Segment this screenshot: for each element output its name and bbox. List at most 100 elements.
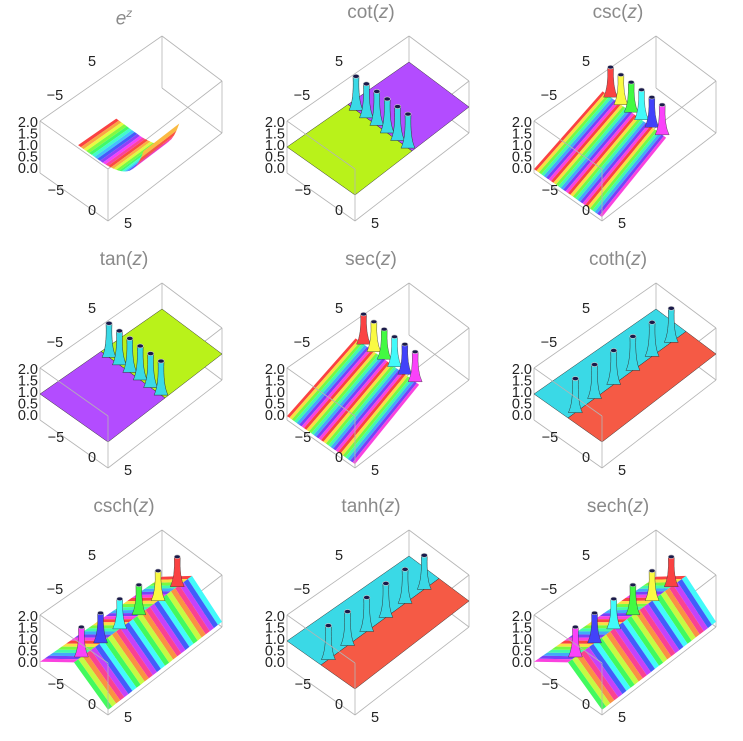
box-edge — [39, 35, 163, 122]
x-tick-label: −5 — [542, 183, 559, 199]
plot-panel: sech(z) 2.0 1.5 1.0 0.5 0.0 −5 0 5 −5 5 — [494, 494, 742, 741]
box-edge — [354, 626, 470, 716]
z-tick-label: 1.5 — [265, 127, 285, 143]
pole-cap — [324, 623, 332, 628]
box-edge — [655, 35, 717, 82]
plot-title: csc(z) — [494, 0, 742, 26]
pole-spike — [397, 344, 413, 375]
box-edge — [286, 120, 356, 170]
box-edge — [408, 282, 470, 329]
z-tick-label: 0.5 — [265, 644, 285, 660]
title-variable: z — [627, 2, 638, 23]
pole-spike — [663, 556, 679, 587]
y-tick-label: 5 — [335, 301, 343, 317]
box-edge — [533, 282, 657, 369]
title-prefix: tan( — [99, 249, 133, 270]
surface-strip — [113, 141, 153, 170]
surface-strip — [323, 363, 392, 444]
surface-strip — [582, 124, 651, 206]
y-tick-label: −5 — [541, 88, 558, 104]
surface-strip — [162, 594, 198, 644]
surface-strip — [107, 634, 145, 685]
box-edge — [408, 529, 470, 576]
x-tick-label: 0 — [88, 697, 96, 713]
surface-strip — [291, 341, 363, 422]
box-edge — [286, 172, 356, 222]
title-prefix: tanh( — [341, 496, 385, 517]
surface-strip — [175, 585, 210, 635]
x-tick-label: −5 — [48, 677, 65, 693]
surface-strip — [330, 368, 399, 449]
pole-spike — [169, 556, 185, 587]
y-tick-label: 5 — [582, 548, 590, 564]
box-edge — [533, 419, 603, 469]
plot-panel: coth(z) 2.0 1.5 1.0 0.5 0.0 −5 0 5 −5 5 — [494, 247, 742, 494]
surface-strip — [560, 109, 630, 190]
z-tick-label: 0.5 — [512, 150, 532, 166]
title-suffix: ) — [640, 249, 648, 270]
surface-strip — [551, 103, 621, 183]
z-tick-label: 2.0 — [265, 362, 285, 378]
pole-cap — [629, 582, 637, 587]
pole-spike — [603, 66, 618, 98]
y-tick-label: −5 — [47, 335, 64, 351]
z-tick-label: 1.0 — [18, 632, 38, 648]
title-prefix: csch( — [93, 496, 139, 517]
pole-cap — [136, 343, 144, 349]
surface-strip — [124, 622, 161, 673]
plot-title: ez — [0, 0, 248, 32]
z-tick-label: 1.5 — [18, 621, 38, 637]
title-suffix: ) — [141, 249, 149, 270]
y-tick-label: 5 — [582, 301, 590, 317]
surface-strip — [296, 345, 367, 425]
z-tick-label: 2.0 — [18, 362, 38, 378]
surface-strip — [536, 93, 608, 173]
pole-cap — [648, 95, 656, 100]
box-edge — [286, 35, 410, 122]
surface — [40, 554, 222, 710]
plot-area: 2.01.51.00.50.0 −5 0 5 −5 5 — [512, 282, 717, 479]
surface — [39, 308, 223, 443]
z-tick-label: 1.5 — [265, 374, 285, 390]
box-edge — [408, 334, 470, 381]
surface-strip — [572, 117, 642, 199]
title-variable: z — [631, 249, 641, 270]
surface-strip — [74, 659, 113, 710]
pole-cap — [591, 610, 598, 616]
pole-cap — [344, 609, 352, 614]
surface-strip — [593, 640, 631, 691]
z-tick-label: 2.0 — [265, 609, 285, 625]
surface-strip — [597, 134, 664, 216]
title-variable: z — [126, 6, 133, 20]
z-tick-label: 0.0 — [512, 408, 532, 424]
plot-area: 2.01.51.00.50.0 −5 0 5 −5 5 — [512, 529, 717, 726]
plot-area: 2.01.51.00.50.0 −5 0 5 −5 5 — [265, 35, 470, 232]
x-tick-label: −5 — [542, 677, 559, 693]
surface — [286, 553, 470, 690]
x-tick-label: −5 — [542, 430, 559, 446]
pole-spike — [613, 74, 629, 105]
title-variable: z — [633, 496, 643, 517]
surface-strip — [335, 371, 404, 453]
z-tick-label: 0.0 — [18, 408, 38, 424]
pole-spike — [376, 329, 392, 360]
title-variable: z — [138, 496, 149, 517]
surface-strip — [577, 121, 646, 202]
box-edge — [286, 367, 356, 417]
title-variable: z — [132, 249, 142, 270]
surface-strip — [145, 606, 182, 657]
z-tick-label: 2.0 — [512, 362, 532, 378]
x-tick-label: 0 — [335, 203, 343, 219]
surface-strip — [306, 351, 376, 432]
box-edge — [286, 529, 410, 616]
surface-strip — [597, 637, 635, 688]
z-tick-label: 1.5 — [512, 127, 532, 143]
surface-strip — [158, 597, 194, 647]
surface-strip — [166, 591, 202, 641]
box-edge — [408, 35, 470, 82]
plot-area: 2.01.51.00.50.0 −5 0 5 −5 5 — [18, 35, 223, 232]
surface-strip — [105, 137, 146, 166]
x-tick-label: 5 — [371, 463, 379, 479]
surface — [286, 61, 470, 196]
pole-spike — [356, 313, 371, 345]
